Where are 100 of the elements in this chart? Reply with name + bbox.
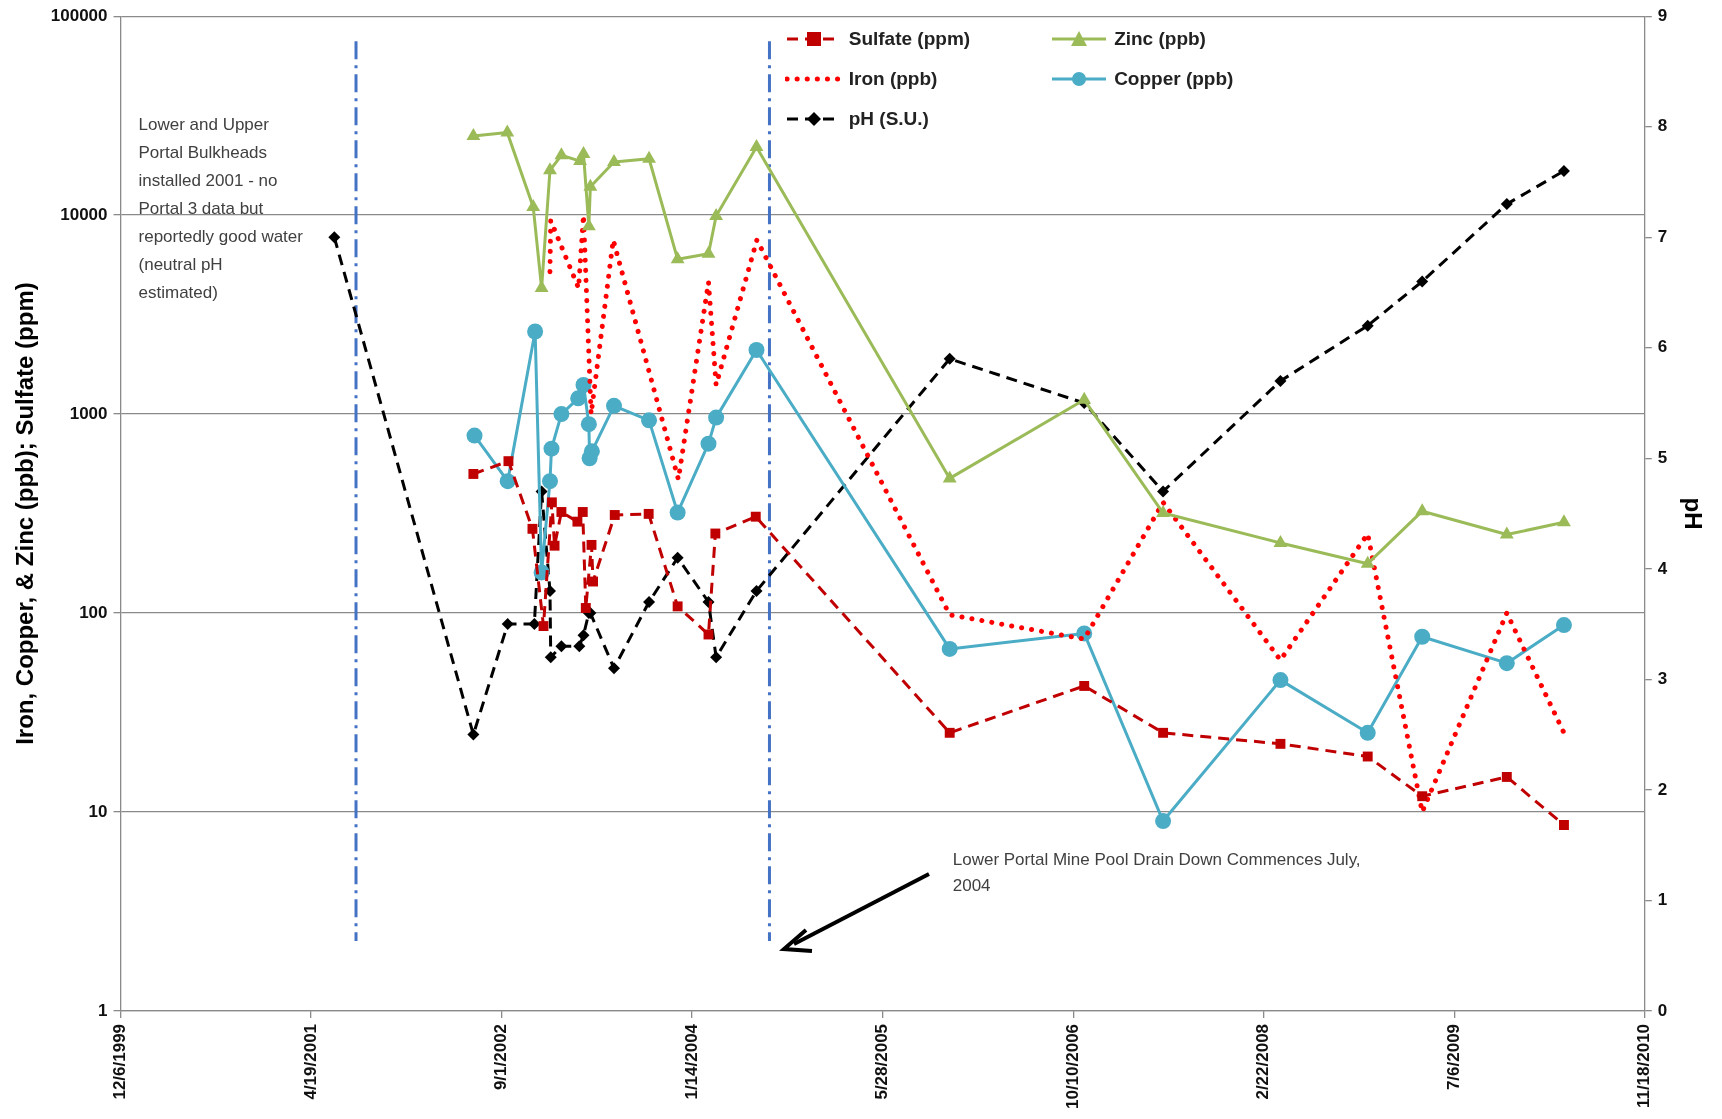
y2-tick-label: 0	[1657, 1000, 1668, 1020]
point	[1557, 514, 1571, 527]
point	[466, 127, 481, 140]
point	[942, 470, 957, 483]
y2-tick-label: 7	[1657, 226, 1668, 246]
point	[580, 416, 597, 433]
y-tick-label: 10000	[60, 204, 108, 224]
point	[581, 218, 596, 231]
point	[577, 507, 588, 517]
point	[605, 397, 622, 414]
point	[1362, 751, 1373, 762]
point	[580, 603, 591, 613]
point	[1155, 813, 1172, 830]
point	[586, 539, 597, 550]
x-tick-label: 7/6/2009	[1443, 1023, 1463, 1091]
point	[576, 145, 591, 158]
y-tick-label: 100000	[50, 5, 108, 25]
point	[749, 139, 764, 152]
point	[944, 727, 955, 738]
point	[700, 435, 717, 452]
point	[503, 456, 514, 467]
point	[543, 440, 560, 457]
y-tick-label: 100	[79, 602, 108, 622]
point	[466, 427, 483, 444]
y-tick-label: 10	[88, 801, 108, 821]
legend-label: Copper (ppb)	[1114, 68, 1234, 91]
point	[941, 640, 958, 657]
point	[1559, 820, 1569, 830]
x-tick-label: 11/18/2010	[1634, 1023, 1654, 1109]
annotation: Lower and Upper Portal Bulkheads installed 2001 - no Portal 3 data but reportedly good water (neutral pH estimated)	[138, 114, 304, 305]
point	[643, 508, 654, 519]
point	[669, 504, 686, 521]
x-tick-label: 12/6/1999	[110, 1023, 130, 1100]
annotation: Lower Portal Mine Pool Drain Down Commences July, 2004	[952, 848, 1362, 897]
point	[527, 523, 538, 534]
y-tick-label: 1	[98, 1000, 108, 1020]
point	[538, 621, 549, 632]
point	[1414, 628, 1431, 645]
point	[583, 178, 598, 191]
point	[710, 528, 721, 539]
point	[553, 406, 570, 423]
point	[499, 473, 516, 490]
point	[709, 208, 724, 221]
y2-tick-label: 9	[1657, 5, 1668, 25]
legend-label: Iron (ppb)	[848, 68, 938, 91]
y2-axis-title: pH	[1679, 497, 1707, 530]
point	[588, 576, 598, 587]
point	[543, 162, 557, 175]
x-tick-label: 1/14/2004	[681, 1023, 701, 1100]
x-tick-label: 4/19/2001	[300, 1023, 320, 1100]
point	[1555, 617, 1572, 634]
y2-tick-label: 8	[1657, 116, 1668, 136]
y-tick-label: 1000	[69, 403, 108, 423]
point	[1275, 738, 1286, 749]
point	[1415, 503, 1430, 516]
y2-tick-label: 4	[1657, 558, 1668, 578]
legend-label: Sulfate (ppm)	[848, 28, 971, 51]
y2-tick-label: 3	[1657, 669, 1668, 689]
point	[1501, 771, 1512, 782]
legend-label: Zinc (ppb)	[1114, 28, 1206, 51]
y-axis-title: Iron, Copper, & Zinc (ppb); Sulfate (ppm)	[11, 282, 39, 745]
point	[554, 147, 569, 160]
y2-tick-label: 6	[1657, 337, 1668, 357]
x-tick-label: 5/28/2005	[872, 1023, 892, 1100]
point	[607, 153, 621, 166]
y2-tick-label: 1	[1657, 890, 1668, 910]
point	[527, 323, 544, 340]
point	[1077, 391, 1092, 404]
point	[750, 511, 761, 522]
point	[575, 377, 592, 394]
point	[701, 245, 716, 258]
point	[670, 251, 685, 264]
point	[534, 280, 549, 293]
point	[546, 497, 557, 508]
point	[549, 540, 560, 551]
point	[468, 469, 479, 479]
legend-label: pH (S.U.)	[848, 108, 929, 131]
point	[1156, 505, 1171, 518]
point	[1359, 724, 1376, 741]
point	[1498, 655, 1515, 672]
point	[572, 516, 583, 527]
y2-tick-label: 2	[1657, 779, 1668, 799]
point	[708, 409, 725, 426]
point	[748, 341, 765, 358]
point	[1158, 727, 1169, 738]
point	[1417, 791, 1428, 802]
point	[1272, 672, 1289, 689]
point	[500, 124, 515, 137]
point	[609, 510, 620, 520]
point	[642, 150, 656, 163]
point	[1499, 526, 1514, 539]
x-tick-label: 10/10/2006	[1062, 1023, 1082, 1110]
point	[556, 507, 567, 517]
point	[541, 473, 558, 490]
point	[526, 198, 541, 211]
point	[641, 412, 658, 429]
point	[570, 390, 587, 407]
point	[1079, 681, 1090, 691]
y2-tick-label: 5	[1657, 447, 1668, 467]
point	[583, 443, 600, 460]
